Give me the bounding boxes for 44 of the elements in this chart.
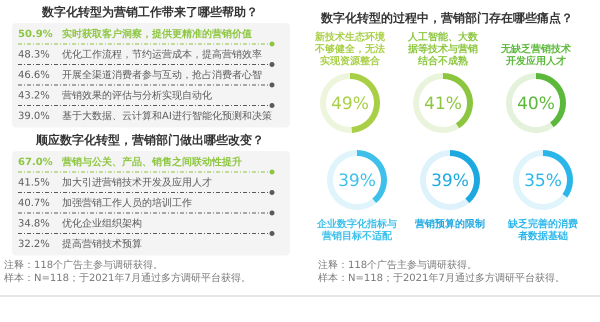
donut-slice: [420, 150, 470, 210]
text: 39%: [431, 171, 469, 191]
text: 营销预算的限制: [414, 218, 485, 230]
text: 49%: [331, 94, 369, 114]
category-label: 开展全渠道消费者参与互动，抢占消费者心智: [62, 69, 262, 81]
text: 注释：118个广告主参与调研获得。: [318, 259, 478, 271]
text: 46.6%: [18, 70, 50, 81]
text: 41.5%: [18, 178, 50, 188]
text: 缺乏完善的消费者数据基础: [507, 218, 578, 242]
text: 48.3%: [18, 50, 50, 60]
text: 数字化转型的过程中，营销部门存在哪些痛点？: [320, 11, 573, 25]
donut-slice: [513, 150, 568, 210]
text: 50.9%: [18, 29, 53, 40]
category-label: 实时获取客户洞察，提供更精准的营销价值: [62, 28, 252, 40]
text: 43.2%: [18, 90, 50, 102]
text: 39%: [338, 171, 376, 191]
text: 顺应数字化转型，营销部门做出哪些改变？: [35, 133, 264, 147]
text: 样本：N=118；于2021年7月通过多方调研平台获得。: [318, 272, 565, 284]
category-label: 加大引进营销技术开发及应用人才: [62, 176, 212, 188]
category-label: 基于大数据、云计算和AI进行智能化预测和决策: [62, 110, 272, 122]
text: 67.0%: [18, 157, 53, 168]
category-label: 营销与公关、产品、销售之间联动性提升: [61, 156, 242, 168]
text: 39.0%: [18, 111, 50, 122]
category-label: 加强营销工作人员的培训工作: [62, 197, 192, 209]
category-label: 提高营销技术预算: [62, 238, 142, 250]
text: 35%: [524, 171, 562, 191]
text: 41%: [424, 94, 462, 114]
chart-title: 人工智能、大数据等技术与营销结合不成熟: [407, 31, 479, 67]
chart-title: 新技术生态环境不够健全，无法实现资源整合: [314, 31, 386, 67]
text: 注释：118个广告主参与调研获得。: [4, 259, 164, 271]
donut-slice: [413, 73, 460, 133]
text: 32.2%: [18, 239, 50, 250]
donut-slice: [327, 150, 376, 210]
donut-slice: [506, 73, 554, 133]
category-label: 营销效果的评估与分析实现自动化: [62, 90, 212, 102]
text: 企业数字化指标与营销目标不适配: [316, 218, 397, 242]
text: 40.7%: [18, 198, 50, 209]
category-label: 优化工作流程，节约运营成本，提高营销效率: [62, 48, 262, 60]
category-label: 优化企业组织架构: [62, 218, 142, 230]
text: 34.8%: [18, 218, 50, 230]
text: 样本：N=118；于2021年7月通过多方调研平台获得。: [4, 272, 251, 284]
text: 40%: [517, 94, 555, 114]
text: 数字化转型为营销工作带来了哪些帮助？: [41, 5, 258, 19]
chart-title: 无缺乏营销技术开发应用人才: [500, 43, 572, 67]
